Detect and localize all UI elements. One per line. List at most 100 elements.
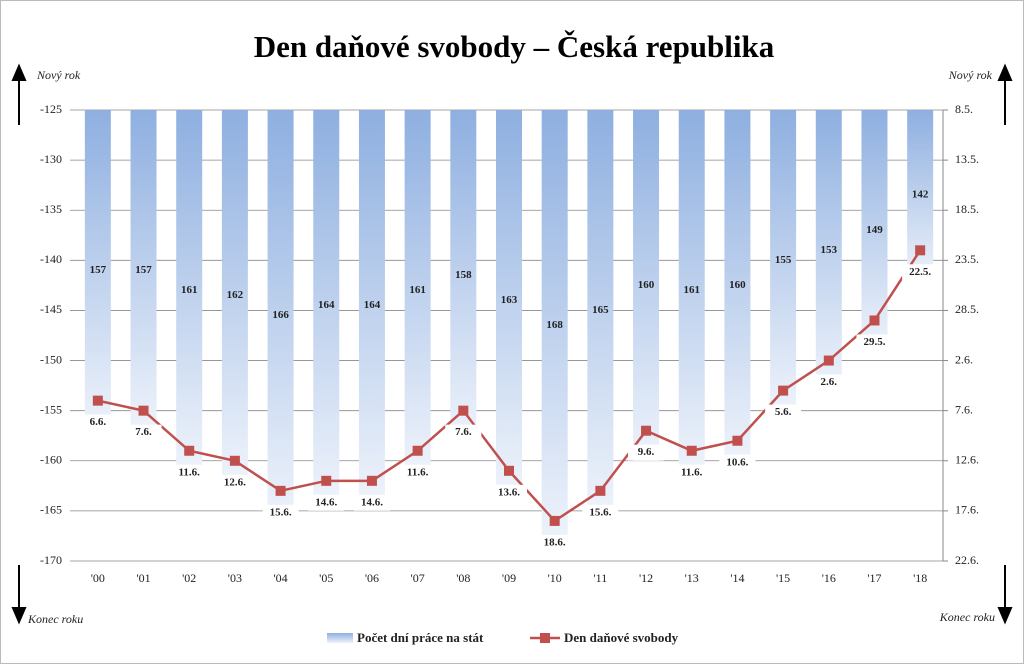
- value-label: 166: [272, 309, 289, 321]
- value-label: 18.6.: [544, 536, 566, 548]
- label-bg: [719, 454, 756, 471]
- legend-label: Den daňové svobody: [564, 630, 679, 645]
- legend-swatch: [540, 633, 550, 643]
- label-bg: [765, 404, 802, 421]
- marker: [504, 465, 514, 476]
- annotation: Nový rok: [36, 68, 81, 82]
- bar: [358, 110, 385, 501]
- x-tick-label: '09: [502, 571, 516, 585]
- label-bg: [445, 424, 482, 441]
- bar: [176, 110, 203, 471]
- x-tick-label: '06: [365, 571, 379, 585]
- y-tick-label: -135: [40, 202, 62, 216]
- y2-tick-label: 17.6.: [955, 503, 979, 517]
- value-label: 11.6.: [179, 466, 201, 478]
- label-bg: [308, 494, 345, 511]
- marker: [184, 445, 195, 456]
- x-tick-label: '04: [273, 571, 287, 585]
- x-tick-label: '13: [685, 571, 699, 585]
- marker: [823, 355, 834, 366]
- value-label: 2.6.: [821, 376, 838, 388]
- legend-swatch: [327, 633, 353, 643]
- value-label: 158: [455, 269, 472, 281]
- x-tick-label: '10: [548, 571, 562, 585]
- annotation: Konec roku: [939, 610, 995, 624]
- value-label: 165: [592, 304, 609, 316]
- value-label: 168: [546, 319, 563, 331]
- label-bg: [491, 484, 527, 501]
- marker: [321, 475, 332, 486]
- arrows: [11, 63, 1013, 625]
- annotation: Nový rok: [948, 68, 993, 82]
- x-tick-label: '14: [730, 571, 744, 585]
- marker: [869, 315, 880, 326]
- x-tick-label: '05: [319, 571, 333, 585]
- value-label: 160: [729, 279, 746, 291]
- marker: [138, 405, 149, 416]
- y2-tick-label: 28.5.: [955, 302, 979, 316]
- marker: [412, 445, 423, 456]
- x-tick-label: '08: [456, 571, 470, 585]
- value-label: 161: [683, 284, 700, 296]
- bar: [724, 110, 751, 461]
- label-bg: [628, 444, 665, 461]
- value-label: 155: [775, 254, 792, 266]
- label-bg: [399, 464, 436, 481]
- label-bg: [171, 464, 208, 481]
- value-label: 14.6.: [361, 496, 383, 508]
- value-label: 161: [409, 284, 426, 296]
- marker: [366, 475, 377, 486]
- label-bg: [262, 504, 299, 521]
- label-bg: [856, 334, 893, 351]
- y-tick-label: -170: [40, 553, 62, 567]
- bar: [496, 110, 522, 491]
- legend-label: Počet dní práce na stát: [357, 630, 484, 645]
- value-label: 10.6.: [726, 456, 748, 468]
- y-tick-label: -125: [40, 102, 62, 116]
- value-label: 153: [821, 244, 838, 256]
- value-label: 7.6.: [455, 426, 472, 438]
- y-tick-label: -150: [40, 352, 62, 366]
- y-tick-label: -160: [40, 453, 62, 467]
- x-tick-label: '07: [411, 571, 425, 585]
- bar: [770, 110, 797, 411]
- bar: [221, 110, 248, 481]
- value-label: 5.6.: [775, 406, 792, 418]
- x-tick-label: '16: [822, 571, 836, 585]
- y2-tick-label: 22.6.: [955, 553, 979, 567]
- marker: [915, 245, 926, 256]
- bar: [678, 110, 705, 471]
- value-label: 157: [135, 264, 152, 276]
- bar: [404, 110, 431, 471]
- annotation: Konec roku: [27, 612, 83, 626]
- x-tick-label: '15: [776, 571, 790, 585]
- y-tick-label: -145: [40, 302, 62, 316]
- value-label: 15.6.: [589, 506, 611, 518]
- y2-tick-label: 12.6.: [955, 453, 979, 467]
- value-label: 11.6.: [407, 466, 429, 478]
- label-bg: [810, 374, 847, 391]
- y2-tick-label: 7.6.: [955, 402, 973, 416]
- bar: [815, 110, 842, 391]
- bar: [541, 110, 568, 541]
- value-label: 14.6.: [315, 496, 337, 508]
- value-label: 164: [364, 299, 381, 311]
- y-tick-label: -130: [40, 152, 62, 166]
- label-bg: [216, 474, 253, 491]
- value-label: 7.6.: [135, 426, 152, 438]
- value-label: 13.6.: [498, 486, 520, 498]
- label-bg: [79, 414, 116, 431]
- bar: [861, 110, 888, 351]
- value-label: 29.5.: [863, 336, 885, 348]
- x-tick-label: '03: [228, 571, 242, 585]
- marker: [778, 385, 789, 396]
- y2-tick-label: 18.5.: [955, 202, 979, 216]
- bar: [267, 110, 294, 521]
- value-label: 15.6.: [270, 506, 292, 518]
- label-bg: [536, 534, 573, 551]
- x-tick-label: '11: [594, 571, 608, 585]
- value-label: 12.6.: [224, 476, 246, 488]
- marker: [275, 485, 286, 496]
- bar: [84, 110, 111, 431]
